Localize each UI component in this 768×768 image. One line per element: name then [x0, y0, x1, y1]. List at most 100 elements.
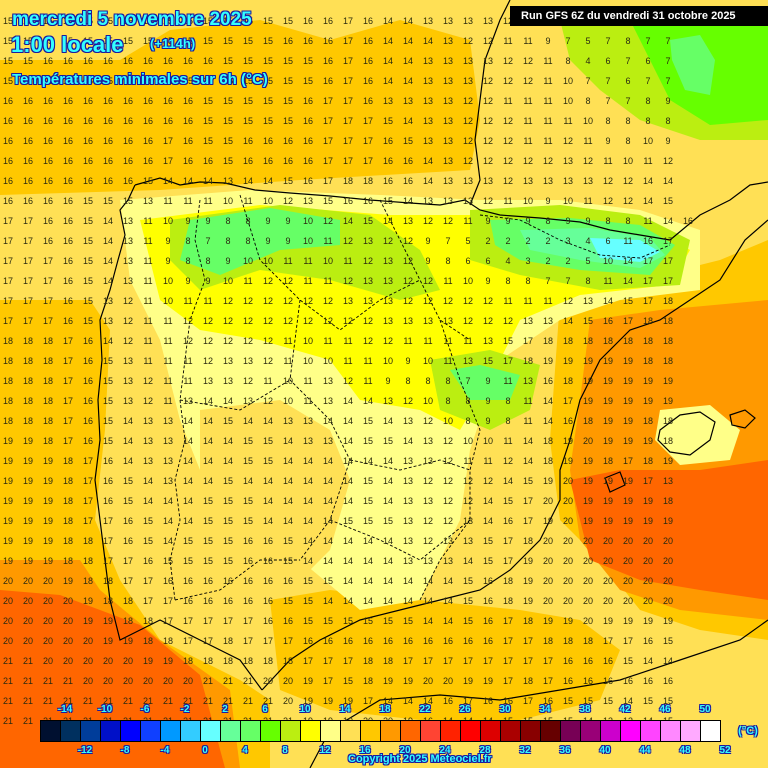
color-scale-legend: [40, 720, 721, 742]
forecast-time: 1:00 locale: [11, 32, 124, 57]
border-regions-1: [239, 194, 471, 341]
zone-warm-north: [0, 20, 480, 195]
border-regions-4: [179, 379, 291, 411]
legend-label-top: 26: [459, 704, 471, 715]
legend-label-bottom: -12: [77, 745, 93, 756]
forecast-offset: (+114h): [150, 36, 196, 51]
zone-lightyellow-balearic: [655, 405, 740, 465]
legend-label-top: 50: [699, 704, 711, 715]
coast-minorca: [729, 409, 756, 429]
legend-label-top: 2: [222, 704, 228, 715]
legend-label-bottom: 52: [719, 745, 731, 756]
coastlines: [94, 0, 768, 768]
legend-label-bottom: 8: [282, 745, 288, 756]
legend-label-top: -14: [57, 704, 73, 715]
legend-swatch: [241, 721, 261, 741]
legend-label-top: 10: [299, 704, 311, 715]
copyright-text: Copyright 2025 Meteociel.fr: [348, 753, 492, 765]
legend-swatch: [421, 721, 441, 741]
legend-swatch: [81, 721, 101, 741]
border-portugal: [169, 199, 206, 601]
legend-label-top: -2: [180, 704, 190, 715]
legend-label-top: 46: [659, 704, 671, 715]
legend-label-top: 22: [419, 704, 431, 715]
legend-swatch: [521, 721, 541, 741]
legend-swatch: [501, 721, 521, 741]
legend-swatch: [481, 721, 501, 741]
legend-swatch: [561, 721, 581, 741]
legend-swatch: [281, 721, 301, 741]
legend-label-bottom: 16: [359, 745, 371, 756]
legend-swatch: [141, 721, 161, 741]
coast-france: [469, 0, 511, 206]
legend-label-bottom: 44: [639, 745, 651, 756]
legend-label-bottom: 32: [519, 745, 531, 756]
legend-label-top: 14: [339, 704, 351, 715]
legend-swatch: [341, 721, 361, 741]
legend-swatch: [601, 721, 621, 741]
legend-label-bottom: -4: [160, 745, 170, 756]
legend-swatch: [61, 721, 81, 741]
legend-swatch: [41, 721, 61, 741]
legend-swatch: [321, 721, 341, 741]
legend-label-bottom: 28: [479, 745, 491, 756]
zone-hot-east-deep: [570, 460, 768, 600]
legend-swatch: [261, 721, 281, 741]
zone-green-west: [180, 208, 340, 275]
legend-label-top: 38: [579, 704, 591, 715]
legend-swatch: [541, 721, 561, 741]
coast-africa: [309, 619, 768, 768]
legend-label-bottom: 20: [399, 745, 411, 756]
legend-label-top: 34: [539, 704, 551, 715]
legend-label-top: 42: [619, 704, 631, 715]
coast-france-med: [669, 181, 768, 241]
coast-south: [261, 219, 768, 691]
legend-swatch: [301, 721, 321, 741]
border-regions-5: [349, 459, 471, 471]
border-regions-2: [289, 299, 351, 561]
legend-swatch: [641, 721, 661, 741]
border-regions-8: [174, 559, 300, 601]
legend-label-top: -6: [140, 704, 150, 715]
legend-label-bottom: 4: [242, 745, 248, 756]
legend-label-bottom: 48: [679, 745, 691, 756]
legend-label-bottom: 0: [202, 745, 208, 756]
legend-label-top: 30: [499, 704, 511, 715]
legend-swatch: [401, 721, 421, 741]
legend-swatch: [121, 721, 141, 741]
legend-swatch: [581, 721, 601, 741]
variable-title: Températures minimales sur 6h (°C): [12, 71, 268, 88]
legend-label-top: 18: [379, 704, 391, 715]
legend-swatch: [101, 721, 121, 741]
legend-swatch: [661, 721, 681, 741]
legend-label-top: 6: [262, 704, 268, 715]
legend-label-top: -10: [97, 704, 113, 715]
borders: [169, 194, 671, 601]
legend-swatch: [461, 721, 481, 741]
legend-swatch: [441, 721, 461, 741]
legend-label-bottom: 36: [559, 745, 571, 756]
zone-mint-ne: [670, 35, 715, 95]
run-info-banner: Run GFS 6Z du vendredi 31 octobre 2025: [510, 6, 768, 26]
legend-label-bottom: 12: [319, 745, 331, 756]
legend-swatch: [201, 721, 221, 741]
forecast-date: mercredi 5 novembre 2025: [12, 9, 252, 30]
zone-green-east: [450, 365, 520, 400]
legend-swatch: [161, 721, 181, 741]
coast-west: [94, 184, 263, 691]
coast-north: [134, 177, 671, 241]
legend-swatch: [381, 721, 401, 741]
zone-hot-south-sea: [270, 590, 620, 720]
legend-swatch: [221, 721, 241, 741]
legend-swatch: [701, 721, 720, 741]
legend-swatch: [621, 721, 641, 741]
coast-majorca: [657, 411, 716, 456]
coast-ibiza: [604, 471, 626, 493]
border-pyrenees: [479, 214, 671, 259]
legend-label-bottom: 40: [599, 745, 611, 756]
legend-unit: (°C): [738, 725, 758, 737]
legend-swatch: [361, 721, 381, 741]
legend-swatch: [681, 721, 701, 741]
zone-tan-center: [200, 400, 350, 590]
